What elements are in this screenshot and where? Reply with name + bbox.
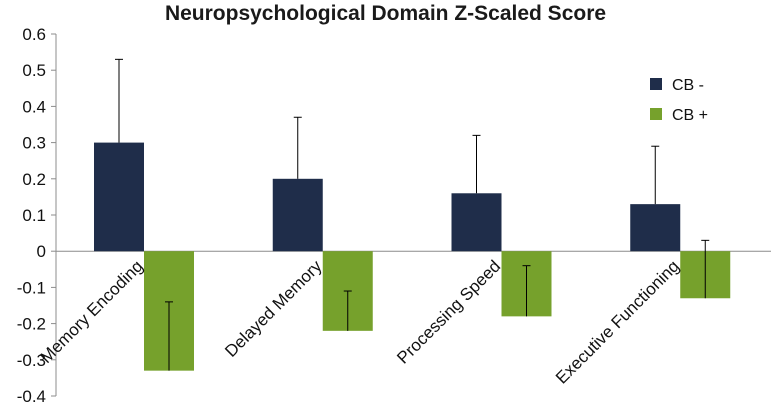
y-tick-label: -0.3 [17, 351, 46, 370]
y-tick-label: 0.6 [22, 25, 46, 44]
y-tick-label: 0 [37, 242, 46, 261]
legend-swatch [650, 108, 662, 120]
y-tick-label: -0.2 [17, 315, 46, 334]
legend-label: CB - [672, 77, 704, 94]
y-tick-label: 0.5 [22, 61, 46, 80]
category-label: Memory Encoding [37, 257, 147, 367]
bar-cb-minus [94, 142, 144, 252]
bar-cb-minus [451, 193, 502, 252]
category-label: Processing Speed [393, 257, 504, 368]
category-label: Delayed Memory [221, 256, 326, 361]
y-tick-label: -0.1 [17, 278, 46, 297]
legend-swatch [650, 78, 662, 90]
y-tick-label: 0.1 [22, 206, 46, 225]
y-tick-label: -0.4 [17, 387, 46, 406]
category-label: Executive Functioning [552, 257, 683, 388]
y-tick-label: 0.3 [22, 134, 46, 153]
bar-cb-minus [272, 178, 323, 252]
legend-label: CB + [672, 107, 708, 124]
bar-cb-minus [630, 204, 681, 252]
y-tick-label: 0.2 [22, 170, 46, 189]
y-tick-label: 0.4 [22, 97, 46, 116]
chart-title: Neuropsychological Domain Z-Scaled Score [164, 2, 607, 25]
